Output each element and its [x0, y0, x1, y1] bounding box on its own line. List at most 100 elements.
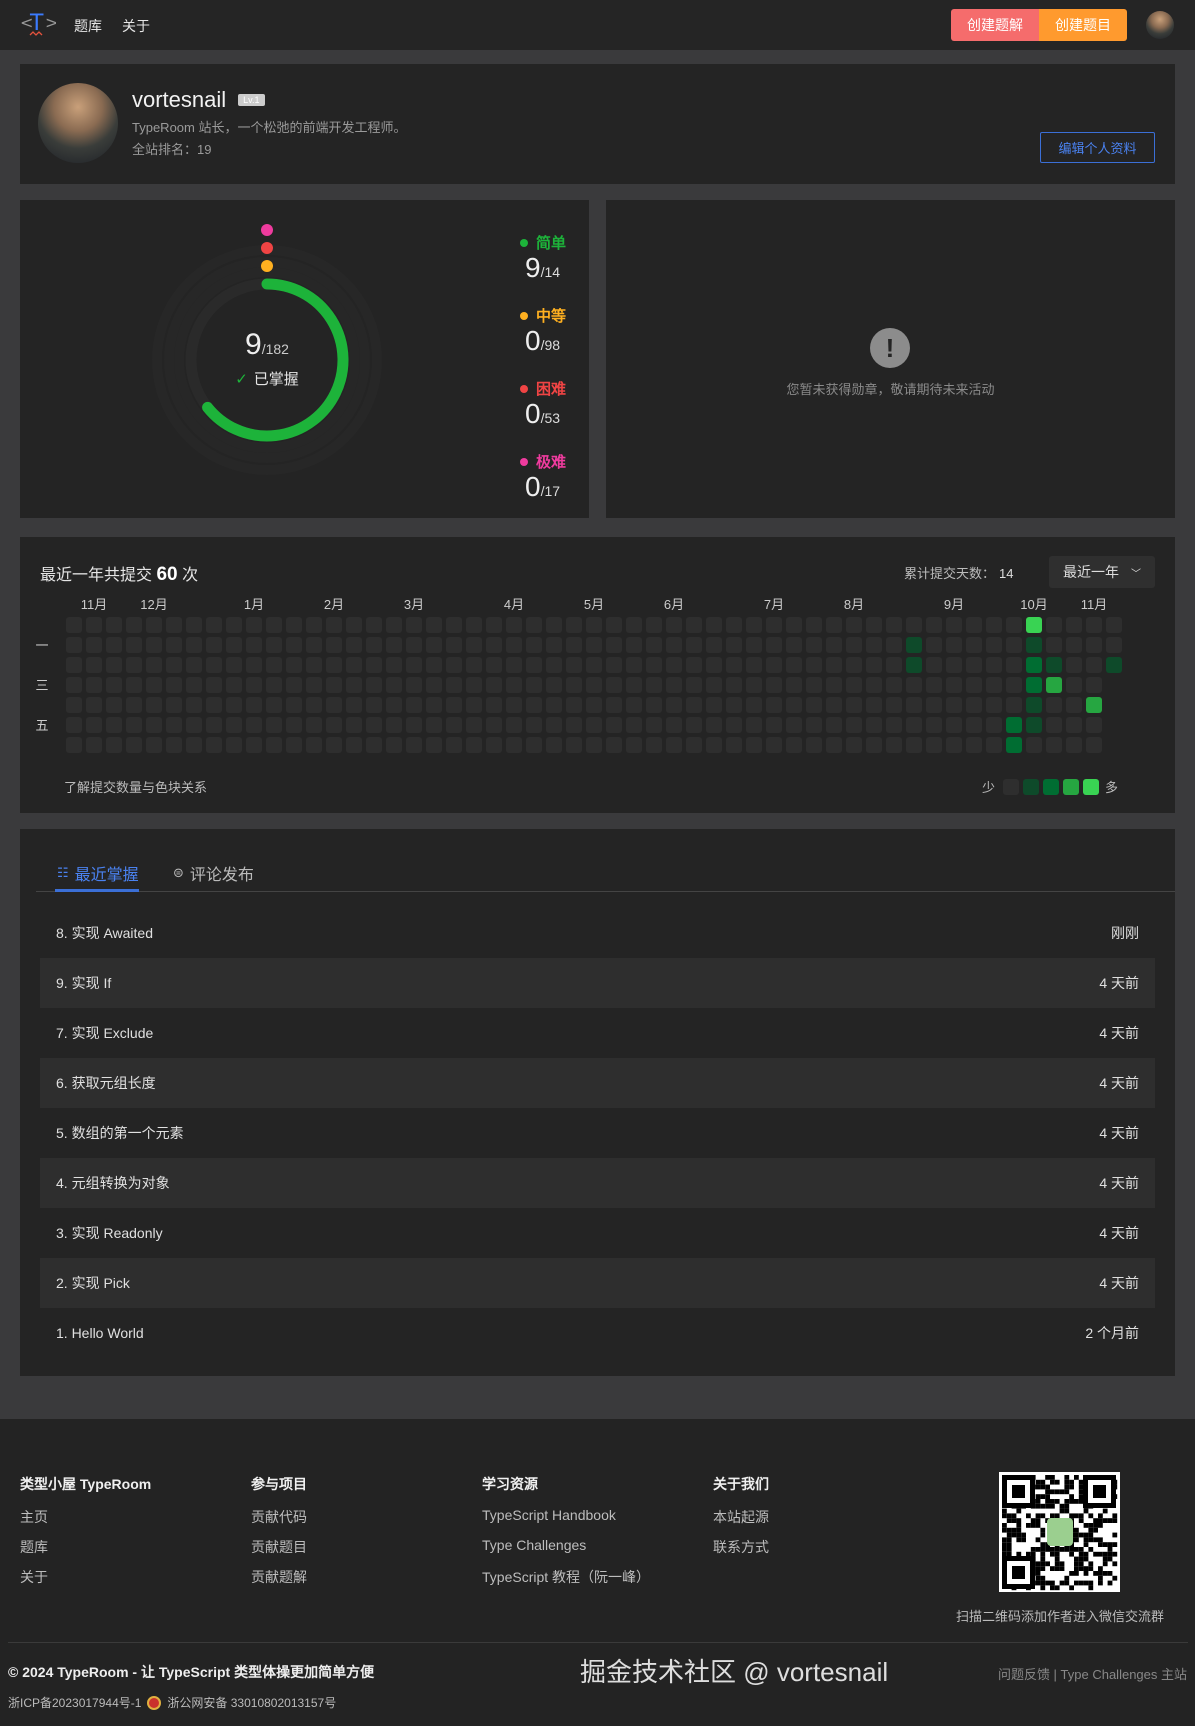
nav-problems[interactable]: 题库	[74, 18, 102, 34]
heatmap-cell[interactable]	[626, 717, 642, 733]
heatmap-cell[interactable]	[426, 717, 442, 733]
problem-title[interactable]: 5. 数组的第一个元素	[56, 1125, 184, 1141]
heatmap-cell[interactable]	[66, 617, 82, 633]
heatmap-cell[interactable]	[366, 657, 382, 673]
heatmap-cell[interactable]	[806, 737, 822, 753]
problem-title[interactable]: 8. 实现 Awaited	[56, 925, 154, 941]
heatmap-cell[interactable]	[126, 657, 142, 673]
heatmap-cell[interactable]	[686, 717, 702, 733]
heatmap-cell[interactable]	[246, 637, 262, 653]
heatmap-cell[interactable]	[706, 737, 722, 753]
heatmap-cell[interactable]	[786, 677, 802, 693]
heatmap-cell[interactable]	[606, 637, 622, 653]
heatmap-cell[interactable]	[586, 717, 602, 733]
heatmap-cell[interactable]	[706, 677, 722, 693]
heatmap-cell[interactable]	[506, 677, 522, 693]
heatmap-cell[interactable]	[406, 637, 422, 653]
heatmap-cell[interactable]	[866, 737, 882, 753]
heatmap-cell[interactable]	[186, 717, 202, 733]
heatmap-cell[interactable]	[646, 677, 662, 693]
heatmap-cell[interactable]	[746, 737, 762, 753]
heatmap-cell[interactable]	[566, 737, 582, 753]
heatmap-cell[interactable]	[806, 697, 822, 713]
range-select[interactable]: 最近一年 ﹀	[1049, 556, 1155, 588]
heatmap-cell[interactable]	[766, 737, 782, 753]
heatmap-cell[interactable]	[406, 657, 422, 673]
heatmap-cell[interactable]	[926, 677, 942, 693]
heatmap-cell[interactable]	[726, 617, 742, 633]
heatmap-cell[interactable]	[726, 677, 742, 693]
heatmap-cell[interactable]	[266, 717, 282, 733]
heatmap-cell[interactable]	[126, 617, 142, 633]
heatmap-cell[interactable]	[506, 717, 522, 733]
footer-link[interactable]: Type Challenges	[482, 1537, 587, 1553]
heatmap-cell[interactable]	[166, 657, 182, 673]
heatmap-cell[interactable]	[986, 697, 1002, 713]
heatmap-cell[interactable]	[326, 657, 342, 673]
tab-comments[interactable]: ⊜ 评论发布	[173, 861, 254, 885]
heatmap-cell[interactable]	[326, 637, 342, 653]
heatmap-cell[interactable]	[506, 697, 522, 713]
heatmap-cell[interactable]	[346, 677, 362, 693]
heatmap-cell[interactable]	[806, 617, 822, 633]
heatmap-cell[interactable]	[186, 737, 202, 753]
heatmap-cell[interactable]	[1086, 717, 1102, 733]
problem-title[interactable]: 3. 实现 Readonly	[56, 1225, 163, 1241]
heatmap-cell[interactable]	[446, 677, 462, 693]
heatmap-cell[interactable]	[786, 637, 802, 653]
heatmap-cell[interactable]	[526, 657, 542, 673]
heatmap-cell[interactable]	[406, 717, 422, 733]
heatmap-cell[interactable]	[1026, 677, 1042, 693]
heatmap-cell[interactable]	[306, 737, 322, 753]
heatmap-cell[interactable]	[546, 657, 562, 673]
heatmap-cell[interactable]	[266, 737, 282, 753]
heatmap-cell[interactable]	[506, 637, 522, 653]
heatmap-cell[interactable]	[806, 637, 822, 653]
heatmap-cell[interactable]	[1046, 677, 1062, 693]
heatmap-cell[interactable]	[1006, 637, 1022, 653]
heatmap-cell[interactable]	[686, 677, 702, 693]
site-logo[interactable]: < > T	[20, 10, 58, 40]
heatmap-cell[interactable]	[886, 677, 902, 693]
heatmap-cell[interactable]	[486, 637, 502, 653]
heatmap-cell[interactable]	[546, 677, 562, 693]
heatmap-cell[interactable]	[606, 737, 622, 753]
icp-link[interactable]: 浙ICP备2023017944号-1	[8, 1696, 142, 1710]
heatmap-cell[interactable]	[906, 737, 922, 753]
heatmap-cell[interactable]	[546, 737, 562, 753]
heatmap-cell[interactable]	[646, 697, 662, 713]
heatmap-cell[interactable]	[326, 717, 342, 733]
heatmap-cell[interactable]	[206, 617, 222, 633]
heatmap-cell[interactable]	[526, 617, 542, 633]
heatmap-cell[interactable]	[146, 737, 162, 753]
heatmap-cell[interactable]	[766, 677, 782, 693]
heatmap-cell[interactable]	[1046, 737, 1062, 753]
heatmap-cell[interactable]	[206, 697, 222, 713]
heatmap-cell[interactable]	[366, 717, 382, 733]
footer-link[interactable]: 贡献题解	[251, 1569, 307, 1585]
heatmap-cell[interactable]	[266, 637, 282, 653]
footer-link[interactable]: 主页	[20, 1509, 48, 1525]
heatmap-cell[interactable]	[1006, 677, 1022, 693]
heatmap-cell[interactable]	[666, 657, 682, 673]
heatmap-cell[interactable]	[626, 617, 642, 633]
heatmap-cell[interactable]	[586, 617, 602, 633]
heatmap-cell[interactable]	[126, 637, 142, 653]
heatmap-cell[interactable]	[726, 737, 742, 753]
heatmap-cell[interactable]	[886, 737, 902, 753]
heatmap-cell[interactable]	[646, 717, 662, 733]
heatmap-cell[interactable]	[106, 697, 122, 713]
heatmap-cell[interactable]	[466, 677, 482, 693]
footer-link[interactable]: 联系方式	[713, 1539, 769, 1555]
heatmap-cell[interactable]	[866, 697, 882, 713]
heatmap-cell[interactable]	[946, 617, 962, 633]
heatmap-cell[interactable]	[426, 697, 442, 713]
heatmap-cell[interactable]	[446, 657, 462, 673]
heatmap-cell[interactable]	[746, 657, 762, 673]
heatmap-cell[interactable]	[586, 657, 602, 673]
heatmap-cell[interactable]	[1046, 717, 1062, 733]
heatmap-cell[interactable]	[1046, 637, 1062, 653]
list-item[interactable]: 2. 实现 Pick 4 天前	[40, 1258, 1155, 1308]
heatmap-help-link[interactable]: 了解提交数量与色块关系	[64, 780, 208, 795]
nav-about[interactable]: 关于	[122, 18, 150, 34]
